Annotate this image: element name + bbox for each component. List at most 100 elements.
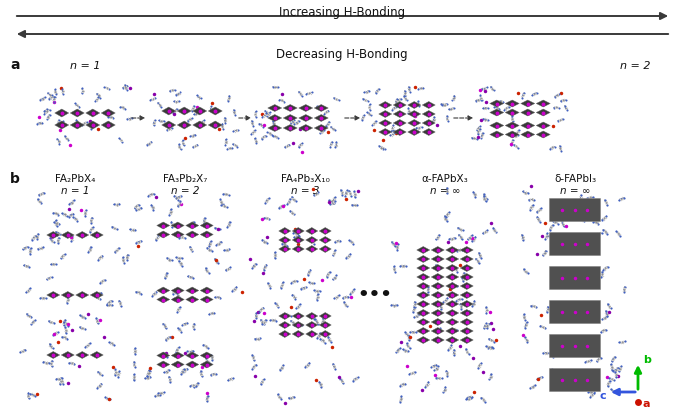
Polygon shape bbox=[416, 309, 429, 317]
Polygon shape bbox=[446, 264, 459, 271]
Polygon shape bbox=[268, 105, 282, 111]
Text: α-FAPbX₃: α-FAPbX₃ bbox=[422, 174, 469, 184]
Polygon shape bbox=[490, 109, 503, 116]
Polygon shape bbox=[292, 246, 304, 253]
Polygon shape bbox=[432, 256, 445, 262]
Polygon shape bbox=[422, 111, 435, 118]
Text: n = ∞: n = ∞ bbox=[429, 186, 460, 196]
Polygon shape bbox=[506, 100, 519, 107]
Polygon shape bbox=[314, 115, 328, 121]
Text: a: a bbox=[10, 58, 19, 72]
Polygon shape bbox=[200, 296, 213, 303]
Polygon shape bbox=[416, 291, 429, 299]
Polygon shape bbox=[490, 131, 503, 138]
Polygon shape bbox=[279, 312, 290, 319]
Polygon shape bbox=[422, 120, 435, 126]
Polygon shape bbox=[292, 236, 304, 244]
Polygon shape bbox=[416, 327, 429, 334]
Polygon shape bbox=[432, 282, 445, 289]
Polygon shape bbox=[490, 122, 503, 129]
Polygon shape bbox=[460, 327, 473, 334]
Polygon shape bbox=[90, 231, 103, 239]
Polygon shape bbox=[460, 319, 473, 326]
Polygon shape bbox=[416, 337, 429, 344]
Polygon shape bbox=[319, 312, 332, 319]
FancyBboxPatch shape bbox=[549, 198, 601, 221]
Polygon shape bbox=[379, 111, 392, 118]
Text: Decreasing H-Bonding: Decreasing H-Bonding bbox=[276, 48, 408, 61]
Polygon shape bbox=[408, 120, 421, 126]
Polygon shape bbox=[446, 291, 459, 299]
Polygon shape bbox=[393, 120, 406, 126]
FancyBboxPatch shape bbox=[549, 369, 601, 392]
Text: FA₂PbX₄: FA₂PbX₄ bbox=[55, 174, 95, 184]
Polygon shape bbox=[200, 287, 213, 294]
Polygon shape bbox=[200, 222, 213, 229]
Polygon shape bbox=[186, 296, 199, 303]
Polygon shape bbox=[268, 125, 282, 131]
Polygon shape bbox=[299, 125, 313, 131]
Polygon shape bbox=[536, 100, 550, 107]
Text: n = ∞: n = ∞ bbox=[560, 186, 590, 196]
Polygon shape bbox=[460, 274, 473, 281]
Polygon shape bbox=[521, 122, 535, 129]
Polygon shape bbox=[47, 291, 60, 299]
Polygon shape bbox=[393, 128, 406, 136]
Polygon shape bbox=[162, 121, 176, 129]
Polygon shape bbox=[416, 301, 429, 307]
Polygon shape bbox=[268, 115, 282, 121]
Polygon shape bbox=[292, 312, 304, 319]
Polygon shape bbox=[101, 109, 115, 117]
Polygon shape bbox=[186, 222, 199, 229]
Polygon shape bbox=[536, 109, 550, 116]
Polygon shape bbox=[284, 125, 297, 131]
Polygon shape bbox=[55, 121, 68, 129]
Polygon shape bbox=[279, 322, 290, 329]
Polygon shape bbox=[157, 287, 170, 294]
Text: Increasing H-Bonding: Increasing H-Bonding bbox=[279, 6, 405, 19]
Polygon shape bbox=[192, 107, 207, 115]
Polygon shape bbox=[446, 282, 459, 289]
Polygon shape bbox=[200, 231, 213, 238]
Polygon shape bbox=[432, 319, 445, 326]
Polygon shape bbox=[506, 131, 519, 138]
Polygon shape bbox=[521, 100, 535, 107]
Polygon shape bbox=[536, 131, 550, 138]
Text: δ-FAPbI₃: δ-FAPbI₃ bbox=[554, 174, 596, 184]
Polygon shape bbox=[208, 107, 222, 115]
Polygon shape bbox=[379, 128, 392, 136]
Polygon shape bbox=[314, 105, 328, 111]
Polygon shape bbox=[279, 228, 290, 234]
Text: c: c bbox=[600, 391, 607, 401]
Polygon shape bbox=[460, 256, 473, 262]
Text: b: b bbox=[10, 172, 20, 186]
Polygon shape bbox=[314, 125, 328, 131]
Polygon shape bbox=[319, 236, 332, 244]
Polygon shape bbox=[157, 296, 170, 303]
Polygon shape bbox=[422, 128, 435, 136]
Text: n = 1: n = 1 bbox=[70, 61, 100, 71]
Polygon shape bbox=[90, 291, 103, 299]
Polygon shape bbox=[432, 246, 445, 254]
Polygon shape bbox=[460, 291, 473, 299]
Polygon shape bbox=[186, 352, 199, 359]
Polygon shape bbox=[460, 337, 473, 344]
Polygon shape bbox=[71, 109, 84, 117]
Polygon shape bbox=[432, 309, 445, 317]
Polygon shape bbox=[416, 264, 429, 271]
Polygon shape bbox=[416, 319, 429, 326]
Polygon shape bbox=[416, 246, 429, 254]
Polygon shape bbox=[319, 322, 332, 329]
Polygon shape bbox=[208, 121, 222, 129]
Polygon shape bbox=[192, 121, 207, 129]
Polygon shape bbox=[460, 246, 473, 254]
Polygon shape bbox=[157, 352, 170, 359]
Polygon shape bbox=[521, 131, 535, 138]
Polygon shape bbox=[162, 107, 176, 115]
Polygon shape bbox=[177, 107, 191, 115]
Text: •••: ••• bbox=[358, 286, 393, 304]
Polygon shape bbox=[446, 319, 459, 326]
Polygon shape bbox=[47, 231, 60, 239]
Polygon shape bbox=[319, 228, 332, 234]
Polygon shape bbox=[157, 222, 170, 229]
